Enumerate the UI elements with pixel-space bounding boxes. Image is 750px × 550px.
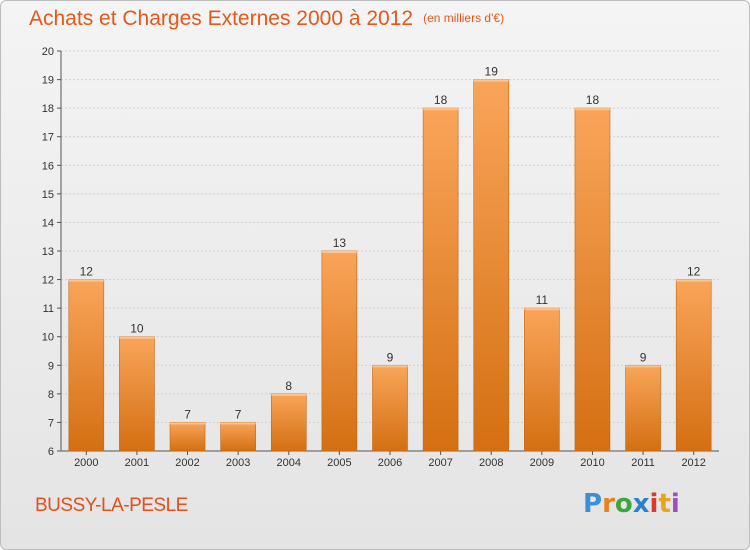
bar-value-label: 9 <box>640 350 647 364</box>
bar <box>473 79 510 452</box>
x-tick-label: 2001 <box>125 457 149 469</box>
y-tick-label: 6 <box>48 446 54 458</box>
x-tick-label: 2011 <box>631 457 655 469</box>
y-tick-label: 17 <box>42 132 54 144</box>
bar-value-label: 12 <box>80 265 94 279</box>
bar <box>169 422 206 452</box>
x-tick-label: 2005 <box>327 457 351 469</box>
x-tick-label: 2012 <box>681 457 705 469</box>
bar-highlight <box>625 365 661 368</box>
bar-highlight <box>676 279 712 282</box>
bar-highlight <box>271 393 307 396</box>
bar <box>68 279 105 452</box>
bar <box>422 107 459 452</box>
bar-highlight <box>68 279 104 282</box>
y-tick-label: 9 <box>48 360 54 372</box>
x-tick-label: 2002 <box>175 457 199 469</box>
town-name: BUSSY-LA-PESLE <box>35 495 188 516</box>
bar-value-label: 11 <box>536 293 549 307</box>
x-tick-label: 2007 <box>428 457 452 469</box>
y-tick-label: 15 <box>42 189 54 201</box>
bar-value-label: 12 <box>687 265 701 279</box>
bar <box>321 250 358 452</box>
bar-value-label: 18 <box>586 93 600 107</box>
x-tick-label: 2000 <box>74 457 98 469</box>
bar-highlight <box>473 79 509 82</box>
chart-title-text: Achats et Charges Externes 2000 à 2012 <box>29 7 414 30</box>
bar-value-label: 8 <box>285 379 292 393</box>
logo-letter: i <box>670 489 680 519</box>
bar-value-label: 10 <box>130 322 144 336</box>
bar-value-label: 9 <box>387 350 394 364</box>
x-tick-label: 2003 <box>226 457 250 469</box>
y-tick-label: 8 <box>48 389 54 401</box>
chart-title: Achats et Charges Externes 2000 à 2012 (e… <box>29 7 504 31</box>
y-tick-label: 14 <box>42 217 54 229</box>
y-tick-label: 19 <box>42 75 54 87</box>
y-tick-label: 11 <box>43 303 54 315</box>
y-tick-label: 12 <box>42 275 54 287</box>
bars <box>68 79 712 452</box>
bar-highlight <box>321 251 357 253</box>
bar-highlight <box>220 422 256 425</box>
y-tick-label: 18 <box>42 103 54 115</box>
logo-letter: t <box>658 489 671 519</box>
x-tick-label: 2006 <box>378 457 402 469</box>
y-tick-label: 20 <box>42 46 54 58</box>
bar <box>675 279 712 452</box>
labels: 12 2000 10 2001 7 2002 7 2003 8 2004 13 2005 9 2006 18… <box>74 65 706 469</box>
bar-value-label: 13 <box>333 236 347 250</box>
y-tick-label: 13 <box>42 246 54 258</box>
bar <box>625 364 661 452</box>
bar-highlight <box>170 422 206 425</box>
logo-letter: i <box>649 489 659 519</box>
bar-highlight <box>372 365 408 368</box>
x-tick-label: 2010 <box>580 457 604 469</box>
logo-letter: x <box>632 489 650 519</box>
bar <box>574 107 611 452</box>
bar-highlight <box>574 108 610 111</box>
bar <box>220 422 256 452</box>
y-tick-label: 10 <box>42 332 54 344</box>
logo-letter: r <box>602 489 615 519</box>
logo-letter: P <box>583 489 603 519</box>
bar <box>372 364 408 452</box>
bar-highlight <box>119 336 155 339</box>
bar-value-label: 7 <box>184 407 191 421</box>
x-tick-label: 2009 <box>530 457 554 469</box>
bar <box>270 393 307 452</box>
bar <box>524 307 560 452</box>
bar-highlight <box>524 308 560 311</box>
bar-value-label: 19 <box>485 65 499 79</box>
chart-subtitle: (en milliers d'€) <box>423 11 505 25</box>
bar-value-label: 7 <box>235 407 242 421</box>
y-tick-label: 16 <box>42 160 54 172</box>
bar-highlight <box>423 108 459 111</box>
bar <box>119 336 155 452</box>
logo-letter: o <box>614 489 633 519</box>
y-tick-label: 7 <box>48 417 54 429</box>
x-tick-label: 2008 <box>479 457 503 469</box>
bar-value-label: 18 <box>434 93 448 107</box>
proxiti-logo[interactable]: Proxiti <box>583 489 680 519</box>
x-tick-label: 2004 <box>277 457 301 469</box>
